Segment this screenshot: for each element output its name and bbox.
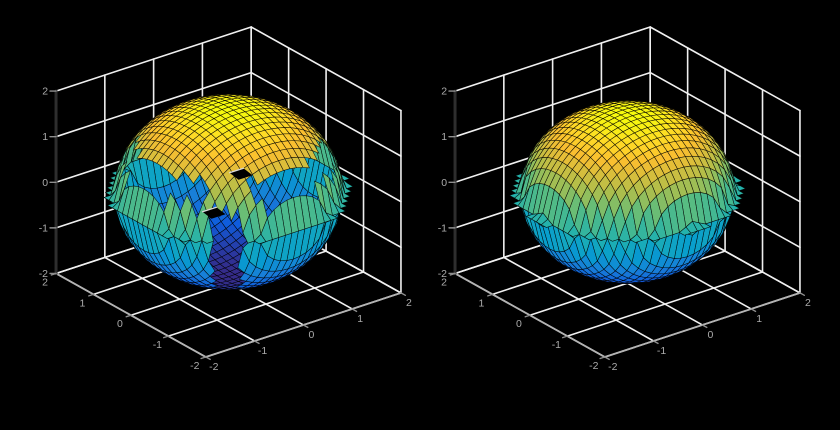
- y-tick-mark: [449, 272, 456, 276]
- y-tick-label: -1: [153, 339, 162, 351]
- surface-facet: [188, 167, 201, 185]
- x-tick-mark: [400, 292, 407, 297]
- z-tick-label: 2: [42, 86, 48, 98]
- y-tick-label: -1: [552, 339, 561, 351]
- surface-facet: [221, 182, 234, 204]
- x-tick-mark: [253, 340, 260, 345]
- z-tick-label: -2: [39, 268, 48, 280]
- y-tick-label: 2: [42, 276, 48, 288]
- x-tick-mark: [351, 308, 358, 313]
- y-tick-label: 1: [80, 297, 86, 309]
- x-tick-label: 2: [805, 297, 811, 309]
- axis-rulers: [49, 89, 407, 361]
- y-tick-label: 2: [441, 276, 447, 288]
- x-tick-mark: [799, 292, 806, 297]
- x-tick-label: -2: [608, 361, 617, 373]
- y-tick-label: 0: [516, 318, 522, 330]
- y-tick-mark: [162, 335, 170, 339]
- grid-line: [454, 71, 652, 138]
- x-tick-mark: [701, 324, 708, 329]
- surface-facet: [118, 170, 131, 202]
- surface-facet: [331, 162, 344, 199]
- x-tick-label: -2: [209, 361, 218, 373]
- y-tick-label: -2: [190, 360, 199, 372]
- surface-facet: [314, 180, 327, 213]
- y-tick-mark: [50, 272, 57, 276]
- surface-facet: [115, 161, 128, 191]
- x-tick-label: 0: [308, 329, 314, 341]
- grid-line: [55, 26, 252, 92]
- x-tick-mark: [302, 324, 309, 329]
- x-tick-label: 0: [707, 329, 713, 341]
- x-tick-mark: [205, 356, 211, 361]
- surface-facet: [333, 159, 346, 194]
- grid-line: [649, 26, 801, 112]
- y-tick-mark: [200, 356, 207, 360]
- sphere-surface: [103, 93, 354, 291]
- hole-edge-highlight: [201, 206, 218, 213]
- x-tick-label: 2: [406, 297, 412, 309]
- y-tick-label: 1: [479, 297, 485, 309]
- x-tick-label: -1: [657, 345, 666, 357]
- grid-line: [55, 71, 252, 138]
- x-tick-mark: [652, 340, 659, 345]
- through-holes: [201, 167, 253, 219]
- sphere-surface: [508, 100, 747, 284]
- y-tick-mark: [561, 335, 569, 339]
- z-tick-label: -2: [438, 268, 447, 280]
- x-tick-mark: [604, 356, 610, 361]
- axis-rulers: [448, 89, 806, 361]
- y-tick-mark: [88, 293, 95, 297]
- surface-facet: [252, 169, 265, 186]
- y-tick-mark: [125, 314, 132, 318]
- x-tick-mark: [750, 308, 757, 313]
- grid-line: [454, 26, 652, 92]
- y-tick-label: 0: [117, 318, 123, 330]
- z-tick-label: 1: [441, 131, 447, 143]
- y-tick-mark: [487, 293, 494, 297]
- grid-line: [250, 71, 402, 157]
- z-tick-label: 0: [441, 177, 447, 189]
- surface-facet: [615, 182, 628, 205]
- z-tick-label: 0: [42, 177, 48, 189]
- z-tick-label: 2: [441, 86, 447, 98]
- x-tick-label: 1: [756, 313, 762, 325]
- y-tick-mark: [524, 314, 531, 318]
- surface-facet: [330, 168, 343, 204]
- surface-facet: [321, 171, 335, 203]
- z-tick-label: -1: [39, 222, 48, 234]
- z-tick-label: 1: [42, 131, 48, 143]
- y-tick-label: -2: [589, 360, 598, 372]
- x-tick-label: 1: [357, 313, 363, 325]
- x-tick-label: -1: [258, 345, 267, 357]
- grid-line: [250, 26, 402, 112]
- grid-line: [649, 71, 801, 157]
- surface-facet: [255, 197, 268, 236]
- y-tick-mark: [599, 356, 606, 360]
- z-tick-label: -1: [438, 222, 447, 234]
- hole-edge-highlight: [228, 167, 245, 174]
- surface-facet: [180, 194, 193, 231]
- surface-facet: [626, 184, 639, 208]
